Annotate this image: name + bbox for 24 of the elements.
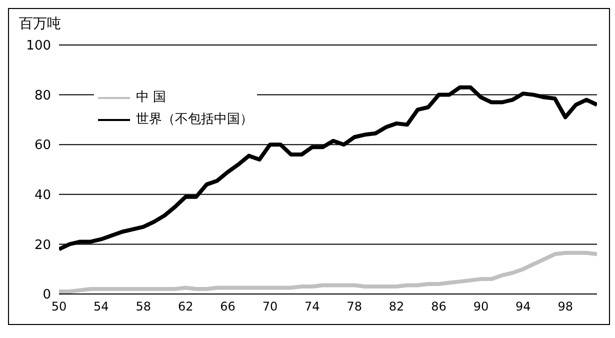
x-tick-label: 90 bbox=[473, 300, 489, 314]
x-tick-label: 70 bbox=[262, 300, 278, 314]
x-tick-label: 62 bbox=[178, 300, 194, 314]
x-tick-label: 58 bbox=[136, 300, 152, 314]
x-tick-label: 50 bbox=[51, 300, 67, 314]
x-tick-label: 54 bbox=[94, 300, 109, 314]
x-tick-label: 78 bbox=[346, 300, 362, 314]
y-tick-label: 80 bbox=[34, 88, 51, 104]
x-tick-label: 86 bbox=[431, 300, 446, 314]
line-series bbox=[59, 250, 597, 294]
y-tick-label: 100 bbox=[26, 38, 51, 54]
legend-label: 世界（不包括中国） bbox=[136, 111, 253, 129]
x-tick-label: 82 bbox=[388, 300, 404, 314]
line-series bbox=[59, 85, 597, 252]
x-tick-label: 98 bbox=[558, 300, 573, 314]
x-tick-label: 94 bbox=[516, 300, 531, 314]
x-tick-label: 74 bbox=[304, 300, 320, 314]
y-axis-title: 百万吨 bbox=[19, 15, 61, 33]
y-tick-label: 40 bbox=[34, 188, 51, 204]
legend-label: 中 国 bbox=[136, 89, 166, 107]
y-tick-label: 60 bbox=[34, 138, 51, 154]
x-tick-label: 66 bbox=[220, 300, 236, 314]
y-tick-label: 0 bbox=[42, 288, 51, 303]
y-tick-label: 20 bbox=[34, 238, 51, 253]
